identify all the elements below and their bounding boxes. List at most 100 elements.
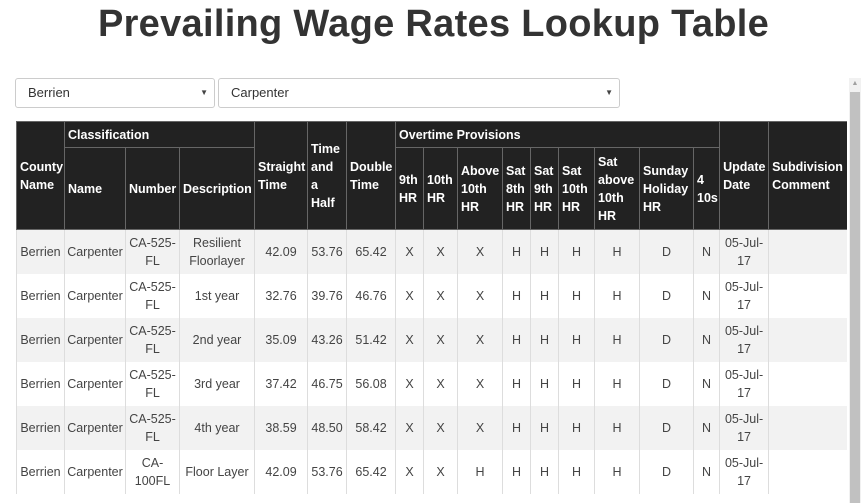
cell-number: CA-525-FL bbox=[125, 406, 180, 450]
wage-table-container: County Name Classification Straight Time… bbox=[16, 121, 847, 503]
cell-ot-above-10th-hr: X bbox=[457, 318, 504, 362]
cell-ot-sat-10th-hr: H bbox=[558, 450, 596, 494]
cell-time-and-a-half: 53.76 bbox=[307, 450, 348, 494]
cell-double-time: 56.08 bbox=[346, 362, 397, 406]
header-straight-time: Straight Time bbox=[254, 121, 309, 230]
header-number: Number bbox=[125, 147, 180, 230]
header-description: Description bbox=[178, 147, 256, 230]
cell-update-date: 05-Jul-17 bbox=[719, 450, 770, 494]
cell-double-time: 65.42 bbox=[346, 229, 397, 274]
cell-county: Berrien bbox=[16, 450, 65, 494]
cell-straight-time: 37.42 bbox=[254, 362, 309, 406]
cell-ot-sat-10th-hr: H bbox=[558, 229, 596, 274]
header-county-name: County Name bbox=[16, 121, 65, 230]
cell-ot-sat-above-10th-hr: H bbox=[594, 274, 641, 318]
cell-number: CA-525-FL bbox=[125, 362, 180, 406]
cell-time-and-a-half: 43.26 bbox=[307, 318, 348, 362]
cell-ot-sunday-holiday-hr: D bbox=[639, 229, 695, 274]
cell-description: Floor Layer bbox=[178, 450, 256, 494]
cell-number: CA-100FL bbox=[125, 450, 180, 494]
cell-subdivision-comment bbox=[768, 450, 847, 494]
cell-ot-sat-9th-hr: H bbox=[530, 229, 560, 274]
cell-ot-sat-10th-hr: H bbox=[558, 274, 596, 318]
cell-time-and-a-half: 53.76 bbox=[307, 229, 348, 274]
cell-ot-sunday-holiday-hr: D bbox=[639, 362, 695, 406]
cell-ot-4-10s: N bbox=[693, 450, 721, 494]
table-row: Berrien Carpenter CA-525-FL 1st year 32.76 39… bbox=[16, 274, 847, 318]
cell-ot-sat-above-10th-hr: H bbox=[594, 450, 641, 494]
cell-name: Carpenter bbox=[64, 229, 126, 274]
table-row: Berrien Carpenter CA-100FL Floor Layer 42.09… bbox=[16, 450, 847, 494]
cell-double-time: 51.42 bbox=[346, 318, 397, 362]
cell-ot-10th-hr: X bbox=[423, 318, 459, 362]
cell-straight-time: 35.09 bbox=[254, 318, 309, 362]
header-overtime-provisions-group: Overtime Provisions bbox=[395, 121, 721, 148]
cell-ot-9th-hr: X bbox=[395, 362, 425, 406]
header-name: Name bbox=[64, 147, 126, 230]
cell-name: Carpenter bbox=[64, 318, 126, 362]
cell-update-date: 05-Jul-17 bbox=[719, 229, 770, 274]
cell-subdivision-comment bbox=[768, 274, 847, 318]
header-ot-above-10th-hr: Above 10th HR bbox=[457, 147, 504, 230]
cell-ot-sunday-holiday-hr: D bbox=[639, 450, 695, 494]
header-ot-9th-hr: 9th HR bbox=[395, 147, 425, 230]
scrollbar-thumb[interactable] bbox=[850, 92, 860, 503]
cell-ot-9th-hr: X bbox=[395, 450, 425, 494]
classification-select-value: Carpenter bbox=[231, 85, 289, 100]
cell-subdivision-comment bbox=[768, 229, 847, 274]
cell-ot-10th-hr: X bbox=[423, 274, 459, 318]
cell-ot-sat-10th-hr: H bbox=[558, 406, 596, 450]
cell-ot-sat-9th-hr: H bbox=[530, 274, 560, 318]
cell-ot-above-10th-hr: X bbox=[457, 229, 504, 274]
page-title: Prevailing Wage Rates Lookup Table bbox=[97, 3, 770, 45]
caret-down-icon: ▼ bbox=[605, 88, 613, 97]
cell-description: 4th year bbox=[178, 406, 256, 450]
cell-update-date: 05-Jul-17 bbox=[719, 406, 770, 450]
cell-double-time: 46.76 bbox=[346, 274, 397, 318]
cell-county: Berrien bbox=[16, 318, 65, 362]
cell-straight-time: 42.09 bbox=[254, 450, 309, 494]
header-ot-4-10s: 4 10s bbox=[693, 147, 721, 230]
cell-ot-sat-above-10th-hr: H bbox=[594, 229, 641, 274]
classification-select[interactable]: Carpenter ▼ bbox=[218, 78, 620, 108]
cell-ot-above-10th-hr: H bbox=[457, 450, 504, 494]
cell-time-and-a-half: 39.76 bbox=[307, 274, 348, 318]
cell-ot-sat-above-10th-hr: H bbox=[594, 406, 641, 450]
cell-subdivision-comment bbox=[768, 362, 847, 406]
cell-name: Carpenter bbox=[64, 274, 126, 318]
county-select[interactable]: Berrien ▼ bbox=[15, 78, 215, 108]
header-ot-sunday-holiday-hr: Sunday Holiday HR bbox=[639, 147, 695, 230]
cell-ot-sat-10th-hr: H bbox=[558, 318, 596, 362]
scroll-up-arrow-icon[interactable]: ▲ bbox=[851, 80, 859, 87]
cell-subdivision-comment bbox=[768, 318, 847, 362]
cell-double-time: 58.42 bbox=[346, 406, 397, 450]
table-row: Berrien Carpenter CA-525-FL 3rd year 37.42 46… bbox=[16, 362, 847, 406]
cell-ot-sat-9th-hr: H bbox=[530, 318, 560, 362]
header-ot-sat-above-10th-hr: Sat above 10th HR bbox=[594, 147, 641, 230]
cell-ot-sat-8th-hr: H bbox=[502, 274, 532, 318]
cell-ot-above-10th-hr: X bbox=[457, 362, 504, 406]
cell-number: CA-525-FL bbox=[125, 229, 180, 274]
cell-ot-10th-hr: X bbox=[423, 450, 459, 494]
cell-ot-9th-hr: X bbox=[395, 406, 425, 450]
cell-ot-sat-9th-hr: H bbox=[530, 406, 560, 450]
cell-update-date: 05-Jul-17 bbox=[719, 362, 770, 406]
cell-county: Berrien bbox=[16, 406, 65, 450]
cell-ot-sat-10th-hr: H bbox=[558, 362, 596, 406]
cell-ot-sat-above-10th-hr: H bbox=[594, 362, 641, 406]
vertical-scrollbar[interactable]: ▲ bbox=[849, 78, 861, 503]
cell-description: 3rd year bbox=[178, 362, 256, 406]
table-row: Berrien Carpenter CA-525-FL 4th year 38.59 48… bbox=[16, 406, 847, 450]
table-row: Berrien Carpenter CA-525-FL 2nd year 35.09 43… bbox=[16, 318, 847, 362]
cell-straight-time: 38.59 bbox=[254, 406, 309, 450]
cell-ot-above-10th-hr: X bbox=[457, 274, 504, 318]
cell-description: 2nd year bbox=[178, 318, 256, 362]
cell-ot-4-10s: N bbox=[693, 318, 721, 362]
wage-rates-table: County Name Classification Straight Time… bbox=[16, 121, 847, 494]
cell-ot-sunday-holiday-hr: D bbox=[639, 318, 695, 362]
cell-description: 1st year bbox=[178, 274, 256, 318]
cell-double-time: 65.42 bbox=[346, 450, 397, 494]
cell-ot-sat-8th-hr: H bbox=[502, 362, 532, 406]
cell-subdivision-comment bbox=[768, 406, 847, 450]
cell-ot-10th-hr: X bbox=[423, 229, 459, 274]
